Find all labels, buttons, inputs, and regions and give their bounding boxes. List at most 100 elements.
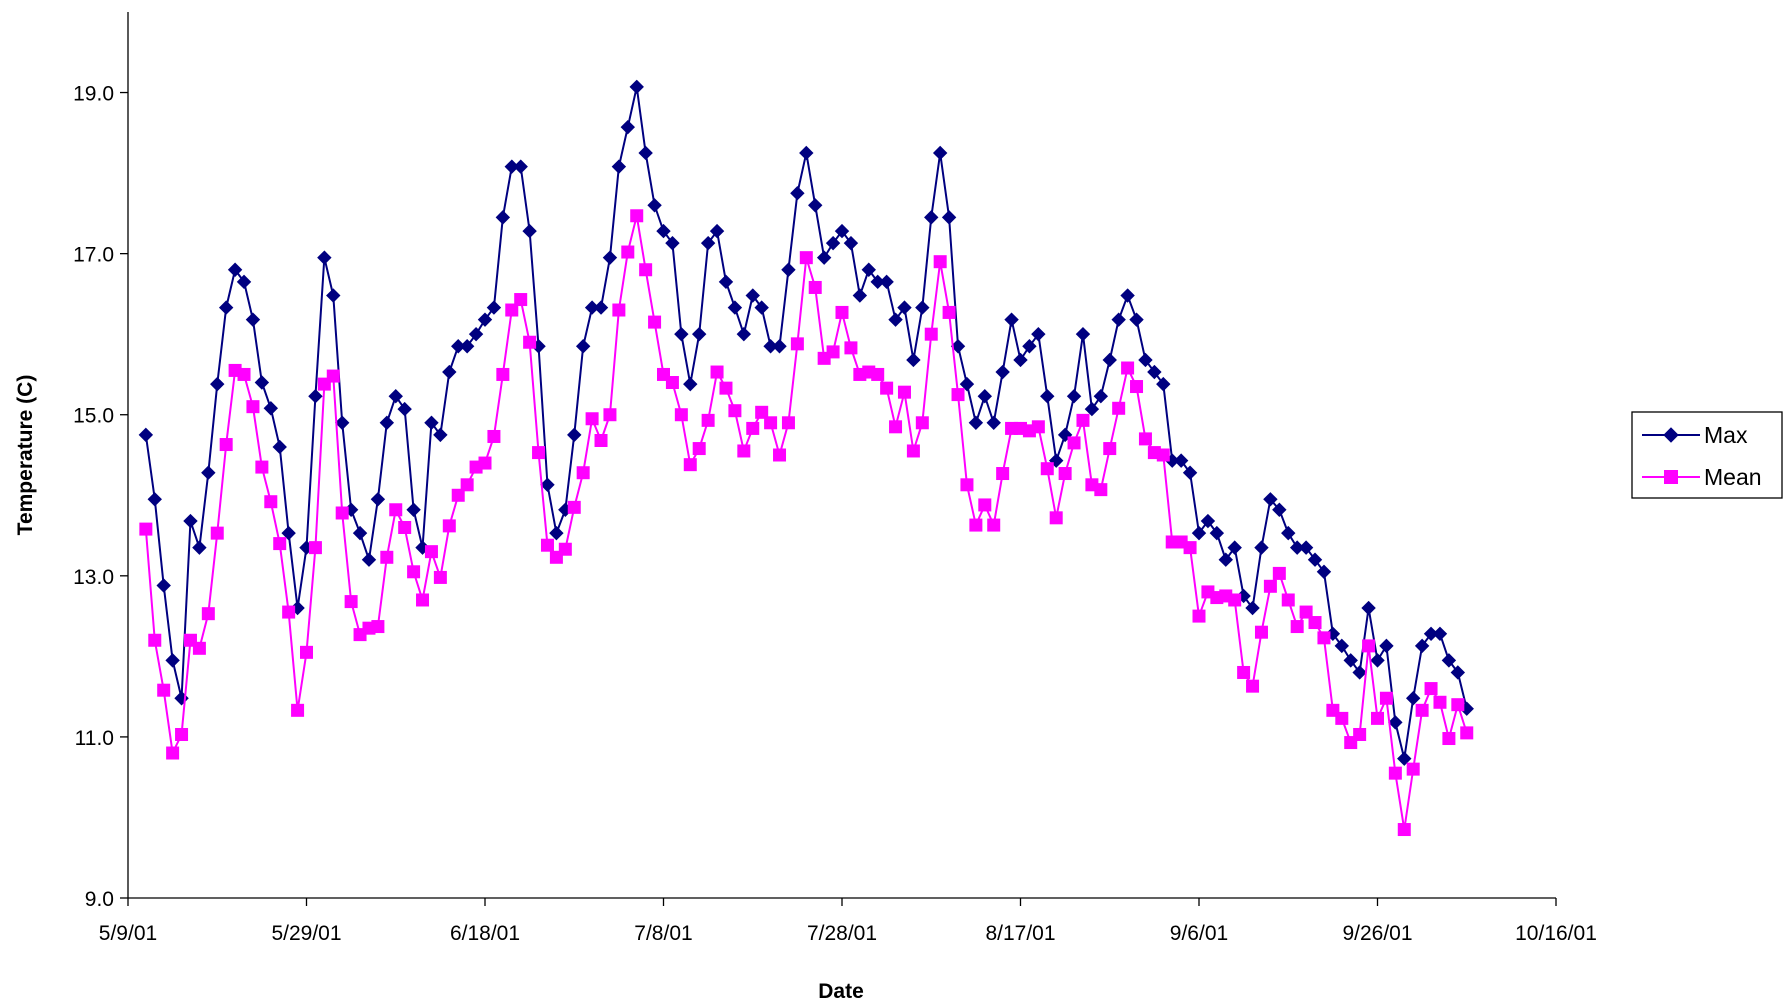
data-point-max xyxy=(718,274,734,290)
data-point-max xyxy=(665,235,680,251)
data-point-max xyxy=(1173,453,1189,468)
data-point-mean xyxy=(398,520,412,534)
data-point-mean xyxy=(1121,361,1135,375)
data-point-mean xyxy=(1192,609,1206,623)
data-point-mean xyxy=(1388,766,1402,780)
data-point-mean xyxy=(1272,566,1286,580)
data-point-mean xyxy=(157,683,171,697)
data-point-max xyxy=(522,223,537,239)
data-point-mean xyxy=(1246,679,1260,693)
data-point-mean xyxy=(674,408,688,422)
data-point-mean xyxy=(1103,442,1117,456)
data-point-max xyxy=(254,375,270,390)
data-point-max xyxy=(1298,540,1314,555)
legend-item-mean: Mean xyxy=(1642,464,1762,490)
data-point-mean xyxy=(282,605,296,619)
data-point-mean xyxy=(621,245,635,259)
data-point-mean xyxy=(1335,711,1349,725)
data-point-mean xyxy=(648,315,662,329)
y-tick-label: 11.0 xyxy=(75,727,114,750)
data-point-max xyxy=(263,401,279,416)
data-point-max xyxy=(308,388,323,404)
data-point-max xyxy=(1441,653,1457,668)
data-point-mean xyxy=(192,641,206,655)
data-point-max xyxy=(906,352,921,368)
data-point-max xyxy=(674,326,689,342)
data-point-max xyxy=(1450,665,1466,680)
y-tick-label: 15.0 xyxy=(73,405,114,428)
data-point-mean xyxy=(567,500,581,514)
legend-box xyxy=(1631,411,1783,499)
data-point-max xyxy=(218,300,234,315)
data-point-max xyxy=(656,223,671,239)
data-point-max xyxy=(459,339,475,354)
data-point-mean xyxy=(799,251,813,265)
data-point-mean xyxy=(1290,620,1304,634)
data-point-max xyxy=(790,186,805,201)
data-point-max xyxy=(1352,665,1367,680)
data-point-max xyxy=(941,210,957,225)
x-axis-title: Date xyxy=(818,980,864,1003)
data-point-mean xyxy=(532,446,546,460)
data-point-mean xyxy=(487,429,501,443)
data-point-max xyxy=(986,415,1001,430)
data-point-max xyxy=(1084,401,1100,417)
data-point-mean xyxy=(585,412,599,426)
data-point-mean xyxy=(496,367,510,381)
series-max xyxy=(138,79,1474,766)
data-point-mean xyxy=(335,506,349,520)
data-point-mean xyxy=(1031,420,1045,434)
data-point-mean xyxy=(264,495,278,509)
data-point-max xyxy=(950,339,966,354)
data-point-max xyxy=(1379,638,1394,654)
data-point-max xyxy=(1414,638,1430,654)
data-point-mean xyxy=(389,503,403,517)
data-point-mean xyxy=(1299,605,1313,619)
data-point-mean xyxy=(300,645,313,659)
data-point-max xyxy=(1138,352,1153,368)
data-point-mean xyxy=(897,385,911,399)
legend-label: Mean xyxy=(1704,464,1762,490)
data-point-max xyxy=(932,145,948,161)
x-tick-label: 8/17/01 xyxy=(985,922,1055,945)
data-point-mean xyxy=(380,550,394,564)
x-tick-label: 9/26/01 xyxy=(1342,922,1412,945)
data-point-max xyxy=(593,300,609,315)
data-point-mean xyxy=(889,420,903,434)
data-point-mean xyxy=(1263,579,1277,593)
data-point-mean xyxy=(996,467,1010,481)
data-point-mean xyxy=(424,545,438,559)
data-point-mean xyxy=(1130,380,1144,394)
data-point-mean xyxy=(880,381,894,395)
data-point-mean xyxy=(755,405,769,419)
data-point-mean xyxy=(1040,462,1054,476)
data-point-mean xyxy=(505,303,519,317)
data-point-mean xyxy=(746,421,760,435)
data-point-mean xyxy=(871,367,885,381)
data-point-mean xyxy=(1183,541,1197,555)
data-point-mean xyxy=(808,280,822,294)
data-point-max xyxy=(977,388,993,404)
data-point-max xyxy=(1343,653,1358,668)
data-point-max xyxy=(370,492,386,507)
data-point-max xyxy=(210,376,225,392)
data-point-mean xyxy=(1424,682,1438,696)
data-point-mean xyxy=(166,746,180,760)
data-point-max xyxy=(1397,751,1412,766)
data-point-max xyxy=(834,223,850,239)
data-point-max xyxy=(1272,502,1287,517)
data-point-mean xyxy=(523,335,537,349)
data-point-mean xyxy=(764,416,778,430)
data-point-mean xyxy=(416,593,430,607)
data-point-max xyxy=(781,262,796,277)
y-tick-label: 19.0 xyxy=(73,83,114,106)
data-point-max xyxy=(1200,513,1216,529)
data-point-max xyxy=(468,326,484,342)
data-point-max xyxy=(647,198,662,213)
data-point-mean xyxy=(1371,711,1384,725)
data-point-mean xyxy=(210,526,224,540)
data-point-max xyxy=(433,427,448,443)
data-point-mean xyxy=(906,444,920,458)
data-point-max xyxy=(245,312,261,327)
